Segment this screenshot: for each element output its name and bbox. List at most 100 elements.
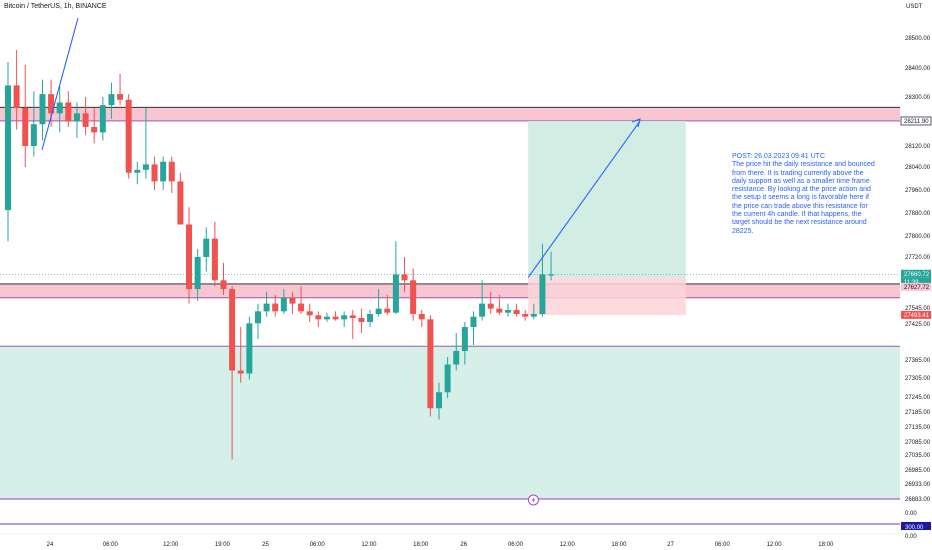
y-tick-label: 27720.00 — [905, 255, 931, 261]
candle — [453, 333, 460, 371]
x-tick-label: 12:00 — [560, 542, 576, 548]
price-axis: USDT 28500.00 28400.00 28300.00 28120.00 2804… — [900, 0, 932, 550]
candle — [522, 310, 529, 321]
target-arrow — [527, 120, 641, 278]
candle — [384, 294, 391, 316]
y-tick-label: 26933.00 — [905, 482, 931, 488]
x-tick-label: 27 — [667, 542, 674, 548]
candle — [108, 82, 115, 119]
price-badge — [901, 269, 931, 278]
candle-body — [91, 126, 98, 133]
note-line: daily support as well as a smaller time … — [732, 177, 870, 185]
zone-resistance-0 — [0, 107, 900, 121]
candle-body — [237, 370, 244, 374]
candle-body — [418, 314, 425, 320]
candle — [134, 161, 141, 185]
candle — [504, 303, 511, 317]
candle-body — [13, 85, 20, 108]
candle — [237, 327, 244, 383]
candle — [39, 79, 46, 141]
candle-body — [246, 323, 253, 374]
candle — [177, 172, 184, 225]
x-tick-label: 26 — [460, 542, 467, 548]
candle — [289, 291, 296, 314]
candle — [548, 251, 555, 281]
candle — [341, 311, 348, 327]
y-tick-label: 27305.00 — [905, 376, 931, 382]
y-tick-label: 28500.00 — [905, 36, 931, 42]
lower-pane-tick-label: 0.00 — [905, 511, 917, 517]
candle-body — [436, 392, 442, 409]
y-tick-label: 27085.00 — [905, 440, 931, 446]
candle-body — [194, 257, 201, 290]
candle-body — [203, 238, 210, 257]
candle-body — [392, 274, 399, 313]
candle-body — [367, 314, 374, 322]
candle — [470, 311, 477, 345]
overlay-layer — [0, 17, 932, 535]
candle — [30, 91, 37, 157]
candle-body — [461, 327, 468, 351]
candle-body — [99, 105, 106, 133]
candle — [263, 291, 270, 317]
candle — [211, 221, 218, 287]
candle-body — [65, 102, 72, 122]
y-tick-label: 27185.00 — [905, 410, 931, 416]
candle-body — [504, 310, 511, 313]
candle-body — [530, 314, 537, 317]
candle-body — [306, 311, 313, 316]
candle — [48, 79, 55, 127]
candle-body — [453, 351, 460, 365]
candle-body — [341, 315, 348, 320]
candle — [151, 156, 158, 190]
candle-body — [254, 311, 261, 324]
y-tick-label: 28300.00 — [905, 95, 931, 101]
price-badge-text: 27627.72 — [904, 285, 930, 291]
candle — [436, 382, 442, 420]
candle — [99, 97, 106, 141]
candle — [444, 357, 451, 399]
volume-badge — [901, 522, 931, 530]
candle-body — [427, 319, 434, 409]
candle-body — [349, 315, 356, 318]
candle-body — [56, 102, 63, 114]
candle-body — [401, 274, 408, 281]
candle-body — [487, 303, 494, 309]
analysis-note: POST: 26.03.2023 09:41 UTC The price hit … — [732, 153, 884, 236]
candle — [186, 207, 193, 304]
candle — [323, 312, 330, 322]
candle-body — [160, 161, 167, 182]
note-line: the setup it seems a long is favorable h… — [732, 194, 869, 202]
candle — [367, 310, 374, 327]
x-tick-label: 06:00 — [310, 542, 326, 548]
candle-body — [168, 161, 175, 182]
candle-body — [539, 274, 546, 314]
price-badge — [901, 277, 931, 286]
position-stop-area — [528, 277, 686, 315]
target-arrowhead — [631, 118, 641, 128]
x-tick-label: 06:00 — [715, 542, 731, 548]
candle-body — [444, 364, 451, 393]
note-line: resistance. By looking at the price acti… — [732, 186, 871, 194]
candle — [427, 315, 434, 417]
candles-layer — [5, 50, 555, 460]
candle-body — [117, 94, 124, 100]
lower-pane-tick-label: 0.00 — [905, 534, 917, 540]
price-badge-text: 28211.90 — [904, 119, 929, 125]
candle-body — [186, 224, 193, 290]
candle — [254, 303, 261, 339]
candle — [513, 303, 520, 317]
candle-body — [410, 280, 417, 314]
candle-body — [30, 124, 37, 146]
candle-body — [142, 164, 149, 170]
candle — [479, 280, 486, 321]
candle — [194, 249, 201, 301]
x-tick-label: 12:00 — [163, 542, 179, 548]
candle — [298, 286, 305, 314]
note-line: target should be the next resistance aro… — [732, 219, 867, 227]
candle — [125, 94, 132, 179]
candle-body — [332, 316, 339, 320]
candle-body — [522, 314, 529, 317]
x-tick-label: 06:00 — [103, 542, 119, 548]
